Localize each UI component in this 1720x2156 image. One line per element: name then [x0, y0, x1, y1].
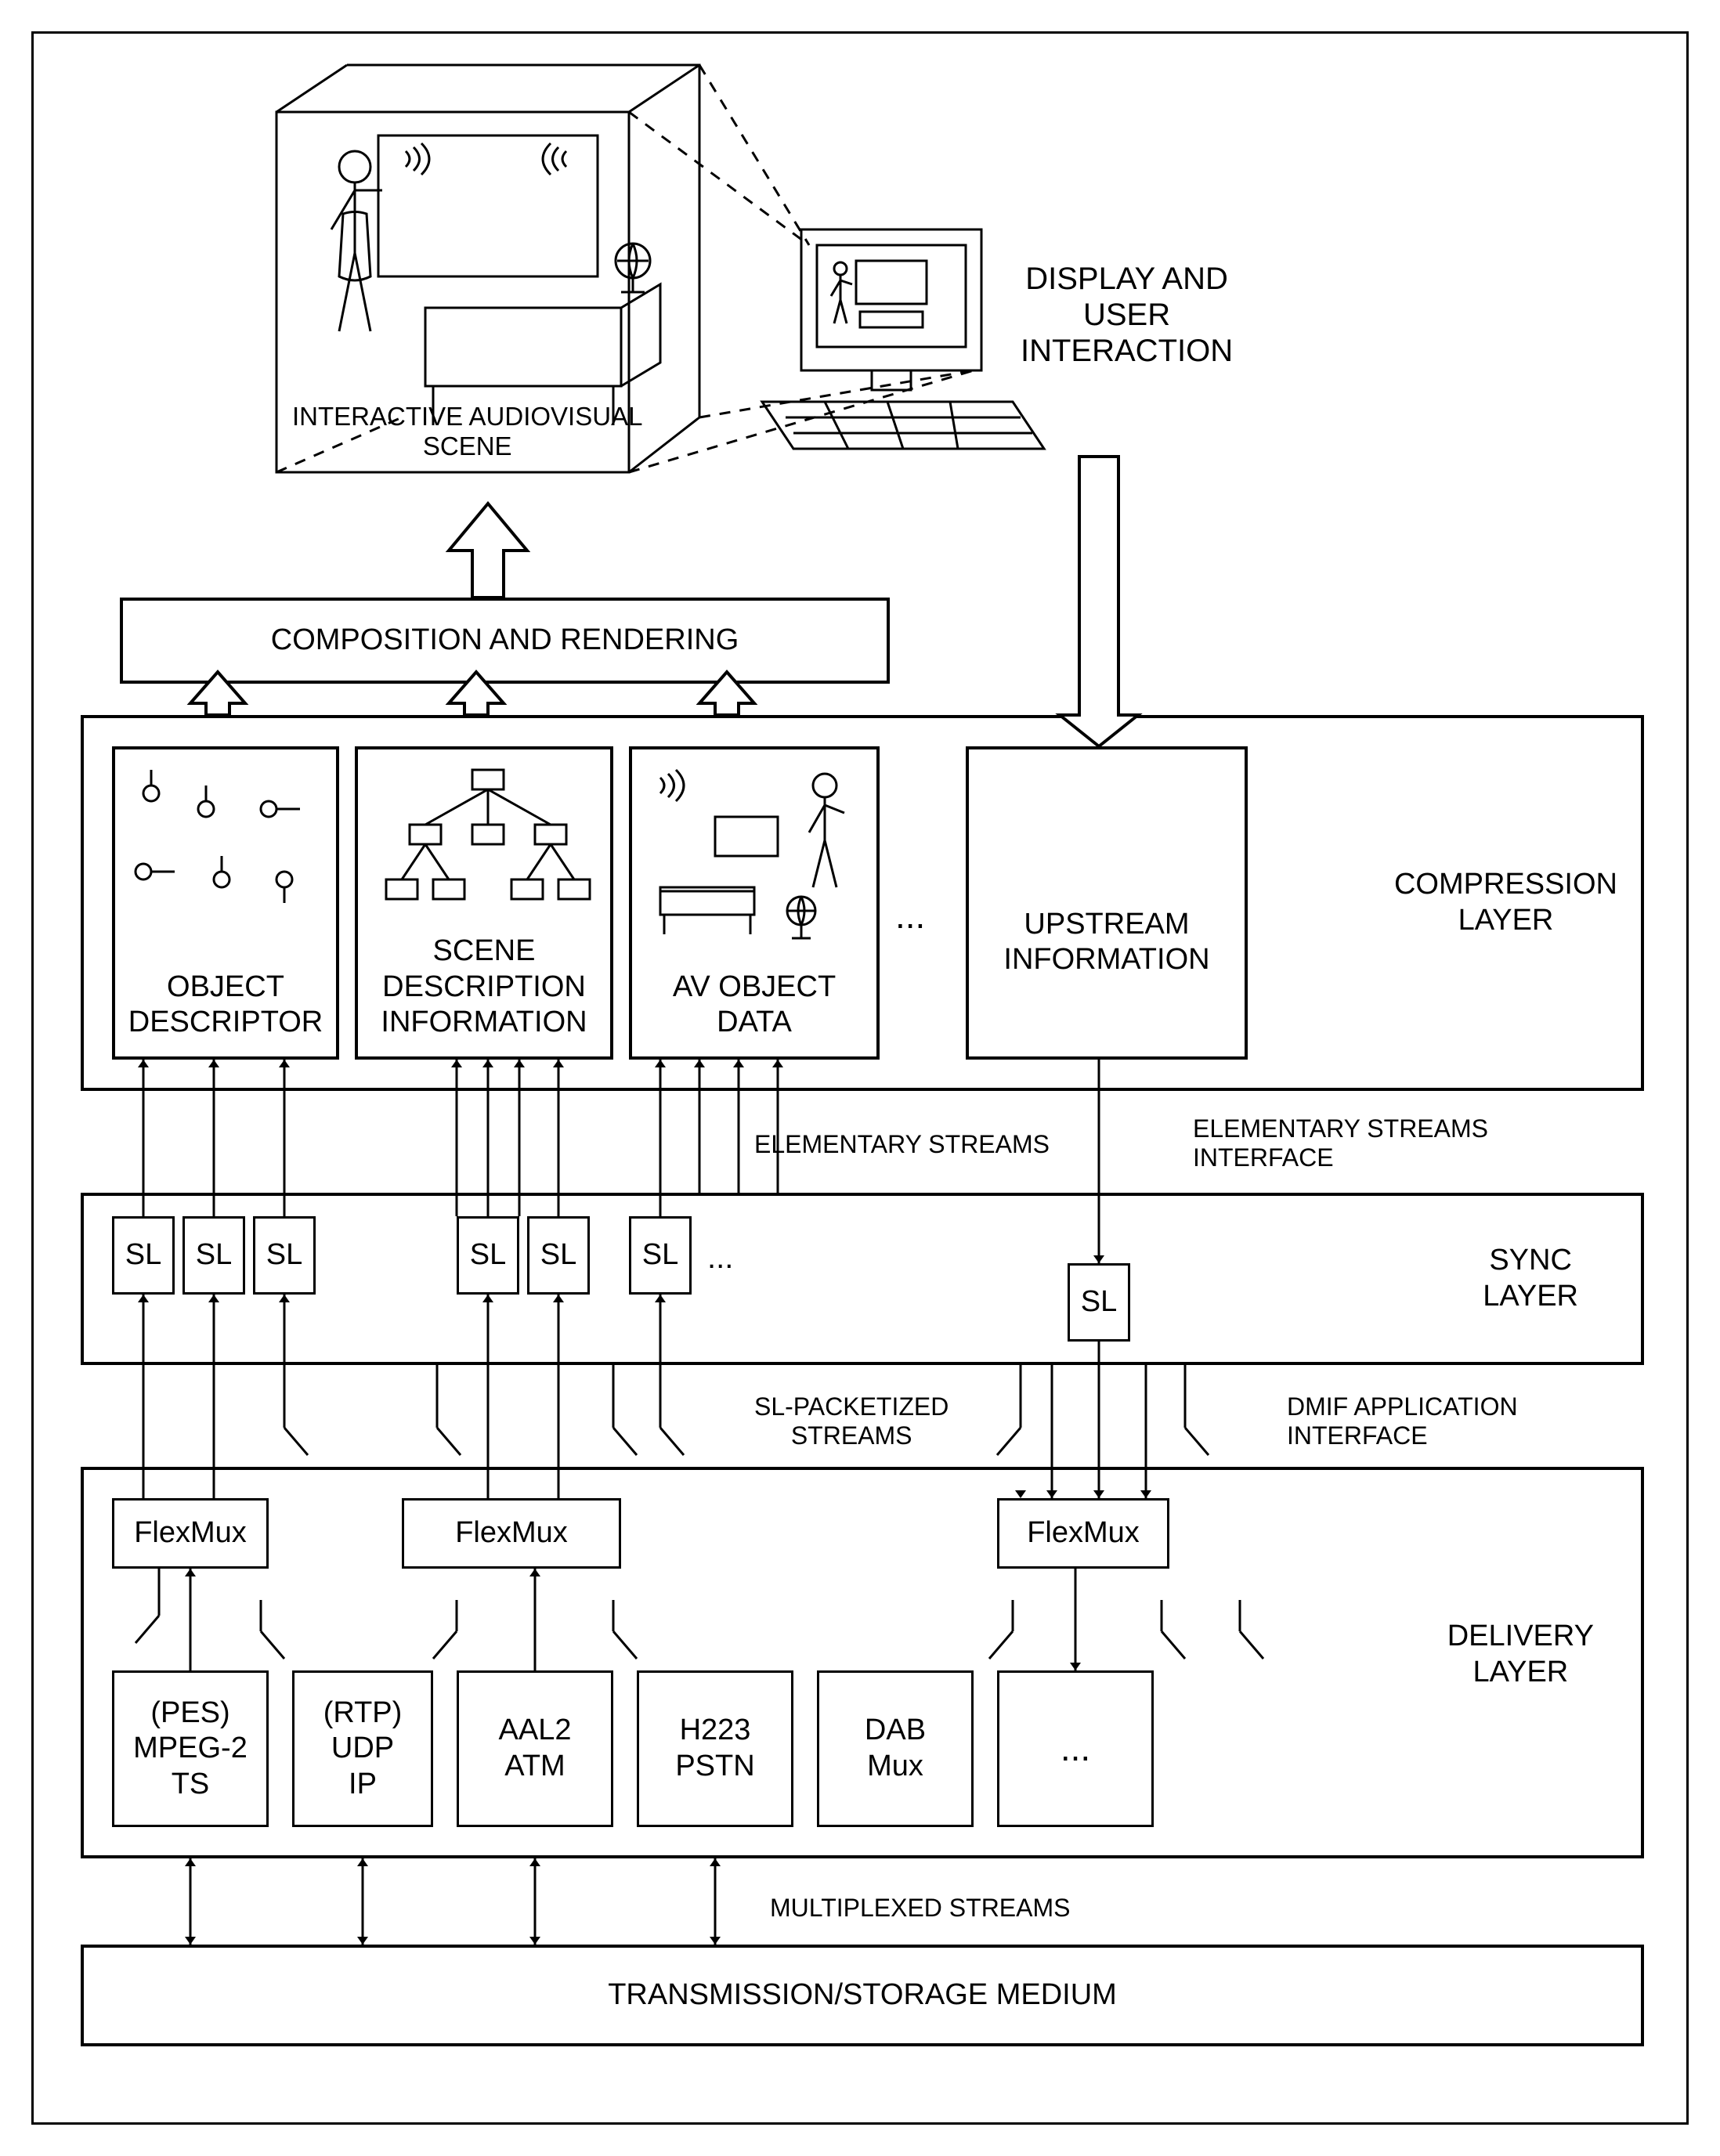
flexmux-2: FlexMux — [402, 1498, 621, 1569]
upstream-info-box: UPSTREAM INFORMATION — [966, 746, 1248, 1060]
sl-label-6: SL — [642, 1237, 678, 1273]
flexmux-label-3: FlexMux — [1027, 1515, 1140, 1551]
transport-label-3: H223 PSTN — [675, 1713, 754, 1784]
object-descriptor-box: OBJECT DESCRIPTOR — [112, 746, 339, 1060]
display-interaction-label: DISPLAY AND USER INTERACTION — [1021, 261, 1233, 369]
composition-rendering: COMPOSITION AND RENDERING — [120, 598, 890, 684]
transport-3: H223 PSTN — [637, 1670, 793, 1827]
sl-box-1: SL — [112, 1216, 175, 1295]
sl-box-5: SL — [527, 1216, 590, 1295]
delivery-layer-label: DELIVERY LAYER — [1447, 1619, 1594, 1690]
scene-description-box: SCENE DESCRIPTION INFORMATION — [355, 746, 613, 1060]
transport-label-0: (PES) MPEG-2 TS — [133, 1696, 248, 1803]
compose-render-label: COMPOSITION AND RENDERING — [271, 623, 739, 659]
transmission-medium: TRANSMISSION/STORAGE MEDIUM — [81, 1945, 1644, 2046]
sl-packetized-label: SL-PACKETIZED STREAMS — [754, 1392, 949, 1450]
sl-label-4: SL — [470, 1237, 506, 1273]
transport-label-4: DAB Mux — [865, 1713, 926, 1784]
sl-box-2: SL — [182, 1216, 245, 1295]
elementary-streams-label: ELEMENTARY STREAMS — [754, 1130, 1050, 1159]
sync-ellipsis: ... — [707, 1240, 733, 1276]
sl-label-2: SL — [196, 1237, 232, 1273]
mpeg4-terminal-diagram: COMPRESSION LAYER SYNC LAYER DELIVERY LA… — [31, 31, 1689, 2125]
flexmux-1: FlexMux — [112, 1498, 269, 1569]
sl-label-1: SL — [125, 1237, 161, 1273]
obj-desc-label: OBJECT DESCRIPTOR — [128, 970, 323, 1041]
transmission-label: TRANSMISSION/STORAGE MEDIUM — [608, 1977, 1117, 2013]
flexmux-label-2: FlexMux — [455, 1515, 568, 1551]
transport-label-1: (RTP) UDP IP — [323, 1696, 403, 1803]
dmif-interface-label: DMIF APPLICATION INTERFACE — [1287, 1392, 1518, 1450]
computer-display-icon — [762, 229, 1044, 449]
transport-5: ... — [997, 1670, 1154, 1827]
sl-label-3: SL — [266, 1237, 302, 1273]
scene-desc-label: SCENE DESCRIPTION INFORMATION — [381, 934, 587, 1041]
transport-label-5: ... — [1061, 1727, 1090, 1770]
transport-2: AAL2 ATM — [457, 1670, 613, 1827]
av-object-box: AV OBJECT DATA — [629, 746, 880, 1060]
flexmux-3: FlexMux — [997, 1498, 1169, 1569]
sync-layer-label: SYNC LAYER — [1483, 1243, 1578, 1314]
av-obj-label: AV OBJECT DATA — [673, 970, 836, 1041]
sl-label-7: SL — [1081, 1284, 1117, 1320]
flexmux-label-1: FlexMux — [134, 1515, 247, 1551]
sl-label-5: SL — [540, 1237, 576, 1273]
transport-1: (RTP) UDP IP — [292, 1670, 433, 1827]
interactive-scene-label: INTERACTIVE AUDIOVISUAL SCENE — [292, 402, 642, 461]
compression-ellipsis: ... — [895, 895, 925, 937]
transport-to-medium — [185, 1858, 721, 1945]
es-interface-label: ELEMENTARY STREAMS INTERFACE — [1193, 1114, 1488, 1172]
transport-0: (PES) MPEG-2 TS — [112, 1670, 269, 1827]
transport-label-2: AAL2 ATM — [499, 1713, 572, 1784]
sl-box-7: SL — [1068, 1263, 1130, 1342]
multiplexed-streams-label: MULTIPLEXED STREAMS — [770, 1894, 1070, 1923]
upstream-label: UPSTREAM INFORMATION — [1003, 907, 1209, 978]
compression-layer-label: COMPRESSION LAYER — [1394, 867, 1617, 938]
transport-4: DAB Mux — [817, 1670, 974, 1827]
sl-box-4: SL — [457, 1216, 519, 1295]
sl-box-6: SL — [629, 1216, 692, 1295]
sl-box-3: SL — [253, 1216, 316, 1295]
